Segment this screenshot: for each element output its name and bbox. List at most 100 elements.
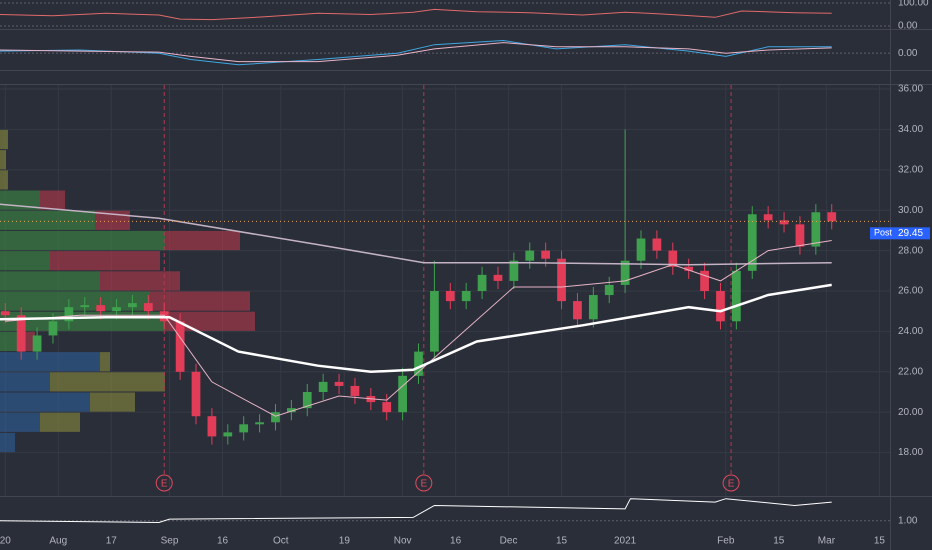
x-tick-label: 2021 (614, 536, 637, 547)
candle-body (525, 250, 535, 261)
candle-body (350, 385, 360, 397)
candle-body (128, 303, 137, 308)
candle-body (398, 375, 407, 413)
candle-body (747, 214, 757, 271)
event-label: E (420, 479, 427, 490)
y-tick-label: 1.00 (898, 515, 918, 526)
line-series (0, 39, 832, 66)
y-tick-label: 30.00 (898, 205, 923, 216)
profile-up (0, 210, 95, 230)
candle-body (620, 260, 630, 285)
y-tick-label: 32.00 (898, 164, 923, 175)
y-tick-label: 34.00 (898, 124, 923, 135)
candle-body (223, 432, 233, 437)
x-tick-label: 15 (874, 536, 886, 547)
profile-down (150, 291, 250, 311)
candle-body (731, 270, 741, 322)
candle-body (763, 214, 773, 221)
candle-body (430, 291, 439, 352)
profile-down (50, 372, 165, 392)
last-price-value: 29.45 (898, 228, 923, 239)
candle-body (318, 381, 328, 392)
profile-up (0, 331, 20, 352)
profile-up (0, 291, 150, 311)
candle-body (811, 212, 821, 247)
x-tick-label: Oct (273, 536, 289, 547)
x-tick-label: Sep (161, 536, 179, 547)
candle-body (588, 295, 598, 320)
candle-body (382, 402, 392, 413)
profile-up (0, 432, 15, 453)
line-series (0, 42, 832, 63)
candle-body (827, 212, 837, 222)
x-tick-label: 16 (217, 536, 229, 547)
profile-up (0, 170, 8, 190)
x-tick-label: Feb (717, 536, 735, 547)
candle-body (48, 321, 58, 336)
x-tick-label: 15 (773, 536, 785, 547)
profile-up (0, 271, 100, 291)
candle-body (493, 274, 503, 281)
x-tick-label: 19 (339, 536, 351, 547)
x-tick-label: Aug (49, 536, 67, 547)
profile-up (0, 150, 6, 170)
profile-up (0, 129, 8, 150)
candle-body (96, 305, 106, 312)
candle-body (143, 303, 153, 312)
y-tick-label: 22.00 (898, 366, 923, 377)
candle-body (334, 381, 344, 386)
last-price-value-badge (894, 227, 930, 240)
profile-down (100, 271, 180, 291)
candle-body (16, 315, 26, 352)
event-marker (155, 474, 173, 492)
profile-up (0, 230, 165, 251)
last-price-session: Post (874, 228, 893, 238)
candle-body (541, 250, 551, 259)
y-tick-label: 28.00 (898, 245, 923, 256)
event-label: E (161, 479, 168, 490)
candle-body (414, 351, 423, 376)
x-tick-label: Dec (500, 536, 518, 547)
profile-down (40, 412, 80, 432)
line-series (0, 8, 832, 21)
candle-body (286, 408, 296, 413)
x-tick-label: 15 (556, 536, 568, 547)
candle-body (207, 416, 217, 437)
profile-up (0, 372, 50, 392)
x-tick-label: 17 (106, 536, 118, 547)
line-series (0, 283, 832, 374)
y-tick-label: 18.00 (898, 447, 923, 458)
profile-up (0, 251, 50, 271)
profile-down (90, 392, 135, 412)
y-tick-label: 26.00 (898, 286, 923, 297)
candle-body (700, 270, 709, 292)
line-series (5, 240, 832, 417)
candle-body (255, 422, 264, 425)
candle-body (477, 274, 487, 292)
candle-body (32, 335, 42, 352)
candle-body (668, 250, 678, 267)
event-marker (722, 474, 740, 492)
candle-body (652, 238, 662, 251)
candle-body (684, 266, 694, 271)
candle-body (604, 284, 614, 296)
y-tick-label: 24.00 (898, 326, 923, 337)
y-tick-label: 0.00 (898, 48, 918, 59)
y-tick-label: 36.00 (898, 84, 923, 95)
candle-body (557, 258, 566, 302)
profile-down (40, 190, 65, 210)
candle-body (112, 307, 121, 312)
candle-body (239, 424, 249, 433)
candle-body (509, 260, 519, 281)
candle-body (191, 371, 201, 417)
line-series (0, 498, 832, 524)
candle-body (80, 305, 90, 308)
profile-up (0, 412, 40, 432)
x-tick-label: Mar (818, 536, 836, 547)
y-tick-label: 20.00 (898, 407, 923, 418)
y-tick-label: 0.00 (898, 21, 918, 32)
candle-body (573, 301, 582, 320)
profile-up (0, 392, 90, 412)
event-marker (415, 474, 433, 492)
y-tick-label: 100.00 (898, 0, 929, 9)
